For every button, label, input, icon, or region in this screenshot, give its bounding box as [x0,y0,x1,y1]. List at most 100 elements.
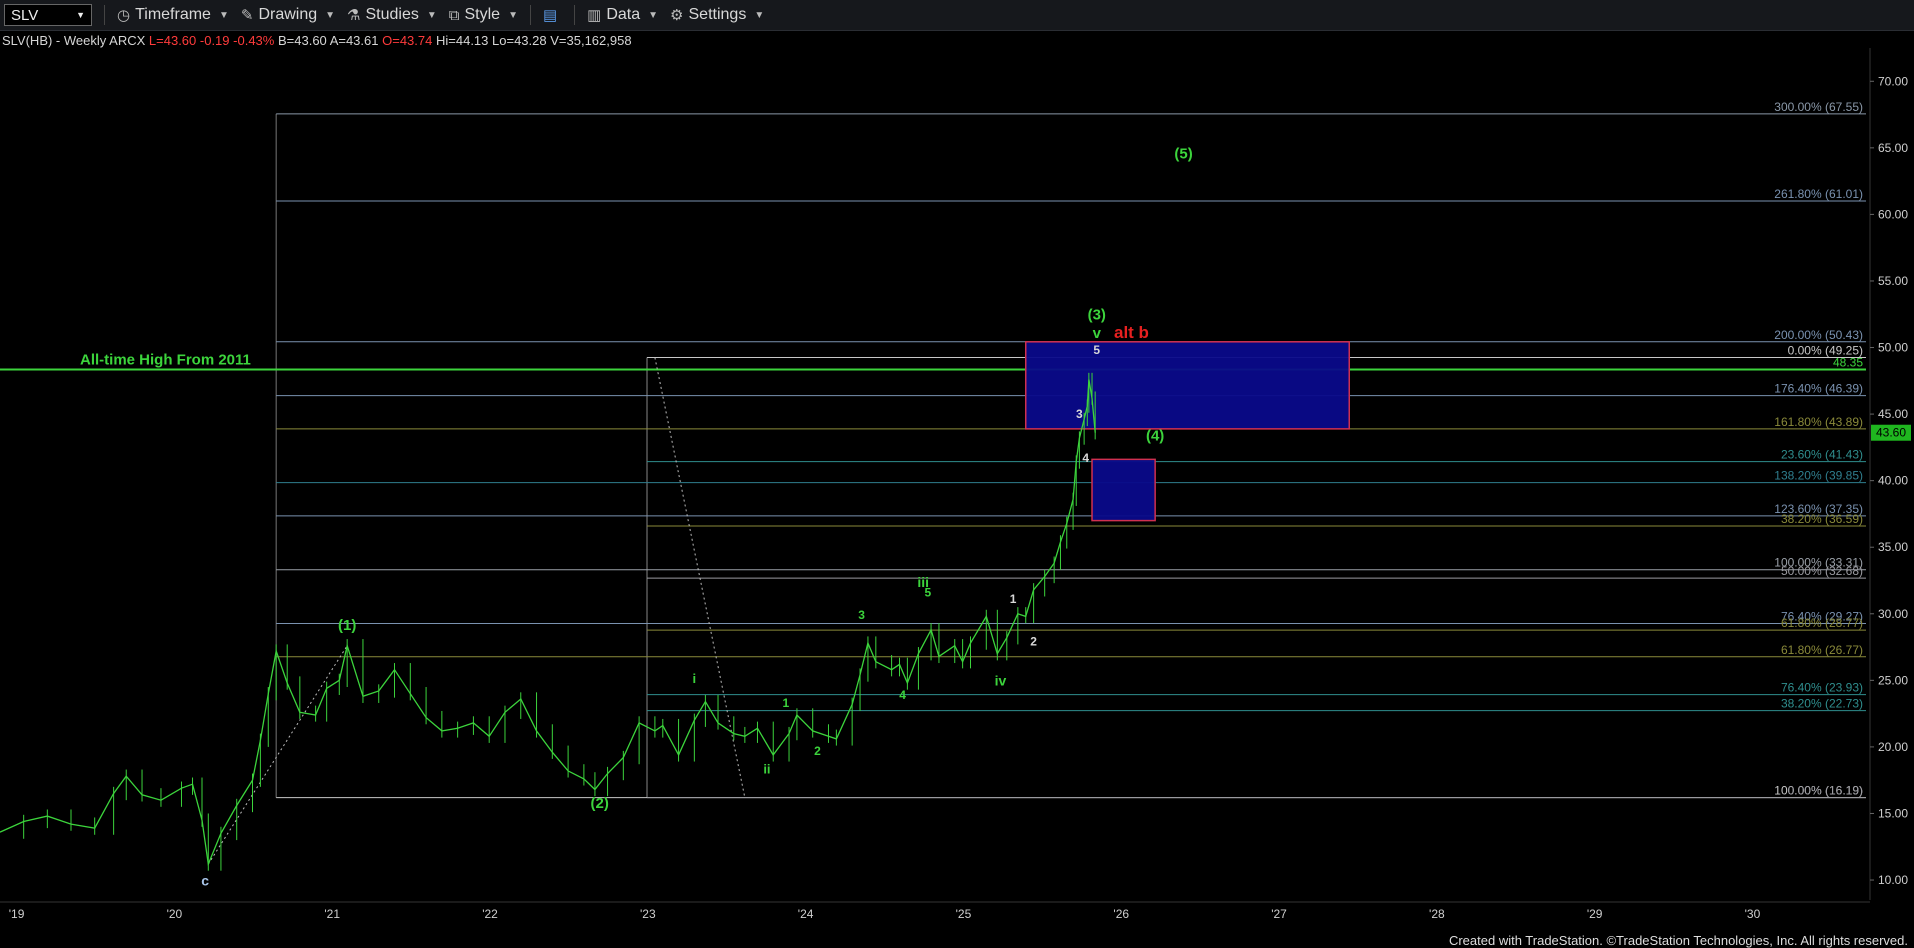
quote-change: -0.19 [199,33,230,48]
clock-icon: ◷ [117,7,131,24]
fib-level-label: 50.00% (32.68) [1781,564,1863,578]
fib-level-label: 100.00% (33.31) [1774,556,1863,570]
quote-ask: A=43.61 [329,33,379,48]
quote-low: Lo=43.28 [492,33,547,48]
y-tick-label: 55.00 [1878,274,1908,288]
quote-last: L=43.60 [148,33,197,48]
drawing-label: Drawing [258,6,318,23]
y-tick-label: 45.00 [1878,407,1908,421]
fib-level-label: 138.20% (39.85) [1774,469,1863,483]
style-icon: ⧉ [448,6,460,24]
wave-label: v [1093,325,1102,342]
y-tick-label: 60.00 [1878,207,1908,221]
fib-level-label: 38.20% (36.59) [1781,512,1863,526]
fib-level-label: 61.80% (26.77) [1781,643,1863,657]
layout-button[interactable]: ▤ [543,6,562,24]
fib-level-label: 161.80% (43.89) [1774,415,1863,429]
y-tick-label: 10.00 [1878,873,1908,887]
target-box [1091,458,1156,522]
studies-button[interactable]: ⚗ Studies ▼ [347,6,437,24]
x-tick-label: '27 [1271,907,1287,921]
gear-icon: ⚙ [670,7,684,24]
wave-label: ii [763,762,770,777]
wave-label: 2 [814,744,821,758]
toolbar-divider [104,5,105,25]
x-tick-label: '23 [640,907,656,921]
x-tick-label: '21 [324,907,340,921]
style-label: Style [464,6,501,23]
chevron-down-icon: ▼ [754,9,765,21]
drawing-button[interactable]: ✎ Drawing ▼ [241,6,335,24]
wave-label: iii [917,574,929,590]
wave-label: 5 [1093,343,1100,357]
timeframe-label: Timeframe [135,6,211,23]
chevron-down-icon: ▼ [648,9,659,21]
symbol-input[interactable]: SLV ▼ [4,4,92,26]
style-button[interactable]: ⧉ Style ▼ [449,6,518,24]
quote-line: SLV(HB) - Weekly ARCX L=43.60 -0.19 -0.4… [2,33,632,48]
x-tick-label: '26 [1113,907,1129,921]
settings-label: Settings [688,6,747,23]
wave-label: 2 [1030,635,1037,649]
quote-open: O=43.74 [382,33,433,48]
wave-label: c [201,872,209,888]
toolbar-divider [574,5,576,25]
wave-label: 3 [858,608,865,622]
x-tick-label: '28 [1429,907,1445,921]
wave-label: 5 [925,585,932,599]
y-tick-label: 30.00 [1878,607,1908,621]
fib-level-label: 48.35 [1833,355,1863,369]
y-tick-label: 15.00 [1878,806,1908,820]
data-button[interactable]: ▥ Data ▼ [587,6,658,24]
chevron-down-icon: ▼ [325,9,336,21]
chevron-down-icon[interactable]: ▼ [76,10,85,20]
fib-level-label: 76.40% (23.93) [1781,681,1863,695]
price-chart[interactable]: 10.00 15.00 20.00 25.00 30.00 35.00 40.00 45.00… [0,48,1914,928]
pencil-icon: ✎ [240,7,254,24]
x-tick-label: '29 [1587,907,1603,921]
chevron-down-icon: ▼ [218,9,229,21]
x-tick-label: '19 [9,907,25,921]
chevron-down-icon: ▼ [426,9,437,21]
bar-chart-icon: ▥ [587,7,602,24]
timeframe-button[interactable]: ◷ Timeframe ▼ [117,6,229,24]
fib-level-label: 61.80% (28.77) [1781,616,1863,630]
y-tick-label: 20.00 [1878,740,1908,754]
y-tick-label: 35.00 [1878,540,1908,554]
wave-label: alt b [1114,323,1149,342]
wave-label: (4) [1146,428,1164,445]
wave-label: 1 [1010,592,1017,606]
layout-icon: ▤ [542,7,558,24]
wave-label: (2) [590,795,608,812]
fib-level-label: 23.60% (41.43) [1781,448,1863,462]
fib-level-label: 300.00% (67.55) [1774,100,1863,114]
y-tick-label: 50.00 [1878,341,1908,355]
target-box [1024,341,1350,430]
studies-label: Studies [365,6,419,23]
quote-bid: B=43.60 [277,33,327,48]
chevron-down-icon: ▼ [508,9,518,21]
x-tick-label: '22 [482,907,498,921]
y-tick-label: 25.00 [1878,673,1908,687]
quote-volume: V=35,162,958 [550,33,632,48]
fib-trendline [207,645,348,865]
wave-label: 3 [1076,407,1083,421]
fib-level-label: 0.00% (49.25) [1788,344,1863,358]
x-tick-label: '24 [798,907,814,921]
y-tick-label: 70.00 [1878,74,1908,88]
y-tick-label: 40.00 [1878,474,1908,488]
wave-label: i [693,671,697,686]
fib-level-label: 123.60% (37.35) [1774,502,1863,516]
fib-level-label: 200.00% (50.43) [1774,328,1863,342]
settings-button[interactable]: ⚙ Settings ▼ [670,6,764,24]
fib-level-label: 0.00% (16.19) [1788,784,1863,798]
price-series-line [0,379,1096,867]
x-tick-label: '30 [1745,907,1761,921]
wave-label: (3) [1088,307,1106,324]
toolbar: SLV ▼ ◷ Timeframe ▼ ✎ Drawing ▼ ⚗ Studie… [0,0,1914,31]
data-label: Data [606,6,641,23]
flask-icon: ⚗ [347,7,361,24]
fib-level-label: 38.20% (22.73) [1781,697,1863,711]
wave-label: (5) [1174,145,1192,162]
x-tick-label: '20 [167,907,183,921]
